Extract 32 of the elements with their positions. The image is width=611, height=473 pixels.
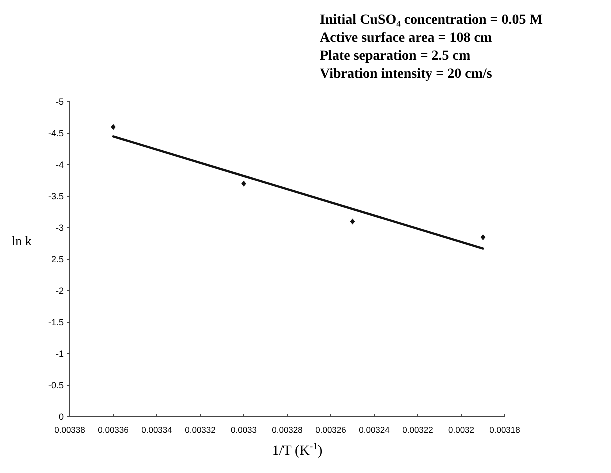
x-tick-label: 0.00336 [98, 425, 130, 435]
y-tick-label: -1 [56, 349, 64, 360]
x-tick-label: 0.0033 [231, 425, 258, 435]
x-tick-label: 0.00326 [316, 425, 347, 435]
text: Plate separation = 2.5 cm [320, 49, 472, 64]
text: Initial CuSO₄ concentration = 0.05 M [320, 13, 543, 28]
y-tick-label: -5 [56, 97, 64, 108]
point [480, 234, 486, 240]
y-tick-label: 0 [58, 412, 64, 422]
x-tick-label: 0.0032 [448, 425, 475, 435]
y-axis-title: ln k [12, 234, 32, 248]
y-tick-label: 2.5 [51, 254, 64, 265]
y-tick-label: -2 [56, 286, 64, 296]
point [111, 124, 116, 130]
y-tick-label: -4 [56, 160, 64, 170]
x-tick-label: 0.00318 [490, 425, 521, 435]
y-tick-label: -3 [56, 223, 64, 234]
text: Active surface area = 108 cm [320, 31, 492, 46]
x-tick-label: 0.00324 [359, 425, 390, 435]
text: Vibration intensity = 20 cm/s [320, 67, 493, 82]
y-tick-label: -1.5 [48, 318, 64, 328]
x-tick-label: 0.00328 [272, 425, 304, 435]
point [242, 180, 246, 187]
x-tick-label: 0.00338 [54, 425, 86, 435]
x-tick-label: 0.00332 [185, 425, 216, 435]
y-tick-label: -4.5 [48, 128, 64, 139]
point [350, 218, 356, 225]
y-tick-label: -3.5 [48, 192, 64, 202]
x-tick-label: 0.00322 [402, 425, 434, 435]
x-tick-label: 0.00334 [142, 425, 173, 435]
y-tick-label: -0.5 [48, 380, 64, 391]
x-axis-title: 1/T (K$^{-1}$) [272, 441, 323, 459]
